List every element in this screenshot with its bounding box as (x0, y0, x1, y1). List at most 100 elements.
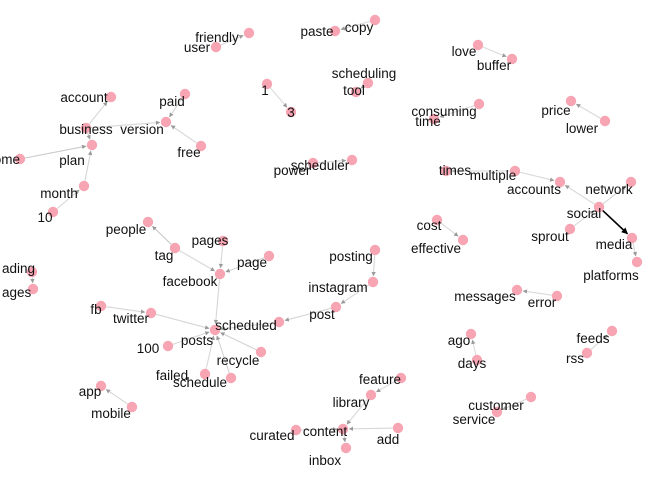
node-label-times: times (439, 163, 472, 178)
node-tag (169, 242, 181, 254)
edge-posting-to-instagram (371, 255, 376, 277)
edge-social-to-network (602, 185, 627, 205)
node-label-account: account (60, 90, 108, 105)
node-fb (95, 300, 107, 312)
node-label-paid: paid (159, 94, 185, 109)
node-label-lower: lower (566, 121, 599, 136)
node-three (285, 106, 297, 118)
node-content (337, 423, 349, 435)
node-label-facebook: facebook (163, 274, 218, 289)
edge-esome-to-plan (24, 144, 87, 159)
node-app (95, 380, 107, 392)
node-label-app: app (79, 384, 102, 399)
node-label-multiple: multiple (470, 168, 517, 183)
edge-cost-to-effective (440, 222, 459, 237)
node-label-ten: 10 (37, 210, 52, 225)
node-label-tool: tool (343, 83, 365, 98)
node-label-paste: paste (300, 24, 333, 39)
node-effective (457, 234, 469, 246)
node-friendly (243, 27, 255, 39)
node-media (626, 232, 638, 244)
node-tool (350, 86, 362, 98)
node-label-recycle: recycle (217, 353, 260, 368)
edge-twitter-to-posts (155, 313, 210, 330)
node-schedule (225, 372, 237, 384)
node-label-post: post (309, 307, 335, 322)
node-scheduler (346, 154, 358, 166)
node-label-love: love (452, 44, 477, 59)
node-post (330, 301, 342, 313)
node-label-posting: posting (329, 249, 373, 264)
edge-instagram-to-post (340, 284, 369, 304)
node-service (491, 406, 503, 418)
node-multiple (509, 165, 521, 177)
edge-scheduled-to-posts (220, 322, 274, 331)
node-label-media: media (596, 237, 633, 252)
node-user (210, 41, 222, 53)
node-twitter (145, 307, 157, 319)
node-facebook (214, 268, 226, 280)
node-rss (581, 347, 593, 359)
node-label-mobile: mobile (91, 406, 131, 421)
node-ages (27, 283, 39, 295)
node-recycle (255, 346, 267, 358)
node-month (78, 180, 90, 192)
node-label-instagram: instagram (308, 280, 367, 295)
node-label-sprout: sprout (531, 229, 569, 244)
edge-media-to-platforms (632, 242, 638, 257)
edge-free-to-version (170, 125, 198, 144)
edge-content-to-inbox (342, 434, 347, 443)
edge-rss-to-feeds (590, 334, 608, 350)
node-label-page: page (237, 255, 267, 270)
node-times (440, 165, 452, 177)
edge-post-to-scheduled (284, 307, 332, 322)
edge-days-to-ago (471, 339, 477, 356)
node-label-plan: plan (59, 153, 85, 168)
edge-mobile-to-app (105, 389, 129, 405)
node-messages (511, 284, 523, 296)
node-consuming (473, 98, 485, 110)
edge-tag-to-people (152, 225, 172, 245)
edge-lower-to-price (575, 103, 601, 119)
node-label-days: days (458, 356, 487, 371)
node-label-people: people (106, 222, 147, 237)
node-label-business: business (59, 122, 113, 137)
node-label-schedule: schedule (173, 375, 227, 390)
node-label-content: content (303, 424, 348, 439)
node-label-month: month (40, 186, 78, 201)
node-buffer (506, 53, 518, 65)
edge-add-to-content (348, 426, 393, 432)
node-posting (369, 244, 381, 256)
node-label-scheduler: scheduler (291, 158, 350, 173)
node-page (263, 250, 275, 262)
node-label-hundred: 100 (137, 341, 160, 356)
node-label-customer: customer (468, 398, 524, 413)
edge-facebook-to-posts (213, 279, 221, 325)
node-network (625, 176, 637, 188)
node-label-three: 3 (287, 105, 295, 120)
node-label-twitter: twitter (113, 311, 150, 326)
node-one (261, 78, 273, 90)
edge-schedule-to-posts (216, 335, 230, 374)
edge-page-to-facebook (225, 257, 265, 273)
node-library (365, 389, 377, 401)
edge-library-to-content (346, 398, 369, 425)
node-label-friendly: friendly (195, 30, 239, 45)
node-label-posts: posts (181, 333, 214, 348)
node-inbox (340, 442, 352, 454)
node-label-ago: ago (448, 333, 471, 348)
node-people (142, 216, 154, 228)
node-error (551, 290, 563, 302)
node-label-cost: cost (417, 218, 442, 233)
node-label-network: network (585, 182, 633, 197)
node-label-error: error (528, 295, 557, 310)
edge-ten-to-month (56, 189, 80, 210)
node-label-feature: feature (359, 372, 401, 387)
edge-error-to-messages (522, 289, 552, 296)
node-price (565, 95, 577, 107)
node-label-platforms: platforms (583, 268, 639, 283)
node-ading (26, 266, 38, 278)
node-ago (465, 328, 477, 340)
edge-copy-to-paste (340, 20, 371, 31)
